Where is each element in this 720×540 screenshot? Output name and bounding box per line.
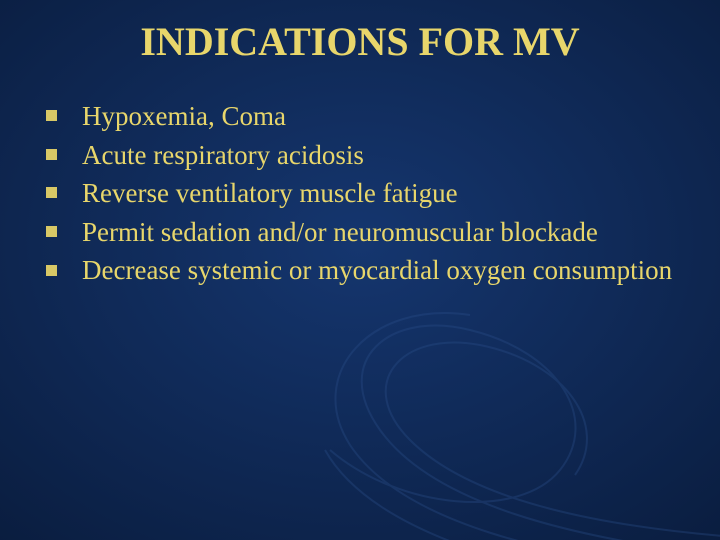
slide: INDICATIONS FOR MV Hypoxemia, Coma Acute… — [0, 0, 720, 540]
list-item: Hypoxemia, Coma — [44, 99, 680, 134]
list-item-text: Reverse ventilatory muscle fatigue — [82, 178, 458, 208]
list-item-text: Permit sedation and/or neuromuscular blo… — [82, 217, 598, 247]
list-item: Reverse ventilatory muscle fatigue — [44, 176, 680, 211]
slide-title: INDICATIONS FOR MV — [40, 18, 680, 65]
square-bullet-icon — [46, 226, 57, 237]
list-item-text: Acute respiratory acidosis — [82, 140, 364, 170]
list-item: Decrease systemic or myocardial oxygen c… — [44, 253, 680, 288]
square-bullet-icon — [46, 265, 57, 276]
list-item: Permit sedation and/or neuromuscular blo… — [44, 215, 680, 250]
square-bullet-icon — [46, 110, 57, 121]
slide-content: INDICATIONS FOR MV Hypoxemia, Coma Acute… — [0, 0, 720, 288]
bullet-list: Hypoxemia, Coma Acute respiratory acidos… — [40, 99, 680, 288]
square-bullet-icon — [46, 149, 57, 160]
square-bullet-icon — [46, 187, 57, 198]
list-item-text: Hypoxemia, Coma — [82, 101, 286, 131]
list-item-text: Decrease systemic or myocardial oxygen c… — [82, 255, 672, 285]
list-item: Acute respiratory acidosis — [44, 138, 680, 173]
